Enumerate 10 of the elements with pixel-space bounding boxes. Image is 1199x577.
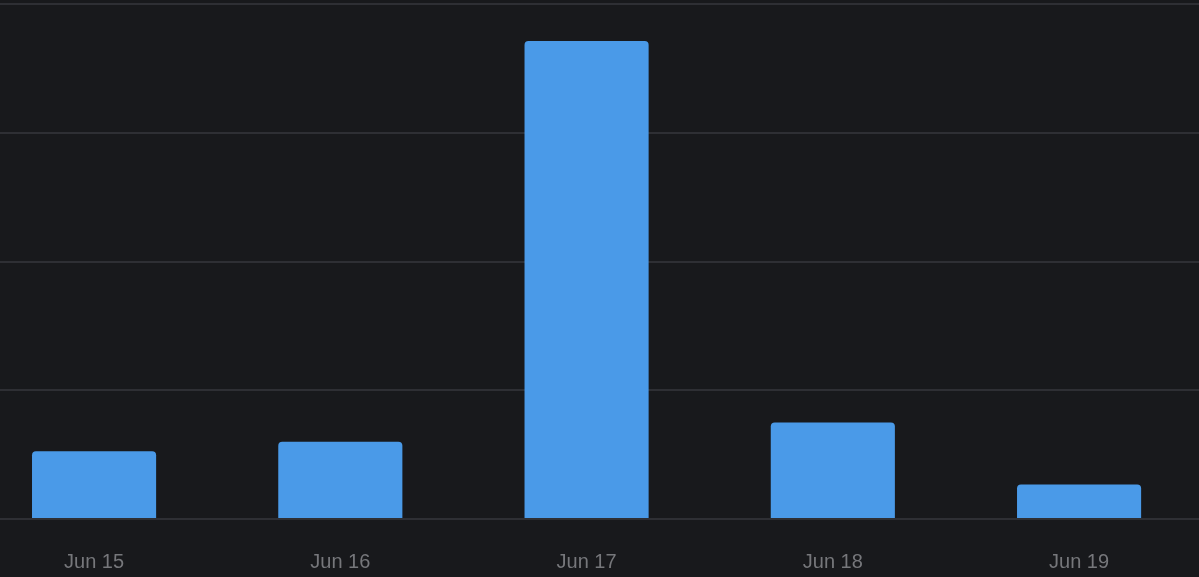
- bar: [770, 422, 895, 518]
- x-tick-label: Jun 15: [64, 550, 125, 572]
- bar: [278, 441, 403, 518]
- bar: [524, 40, 649, 518]
- x-tick-label: Jun 17: [556, 550, 617, 572]
- x-tick-label: Jun 18: [802, 550, 863, 572]
- x-tick-label: Jun 16: [310, 550, 371, 572]
- bar: [32, 451, 157, 518]
- bar: [1017, 484, 1142, 518]
- x-tick-label: Jun 19: [1049, 550, 1110, 572]
